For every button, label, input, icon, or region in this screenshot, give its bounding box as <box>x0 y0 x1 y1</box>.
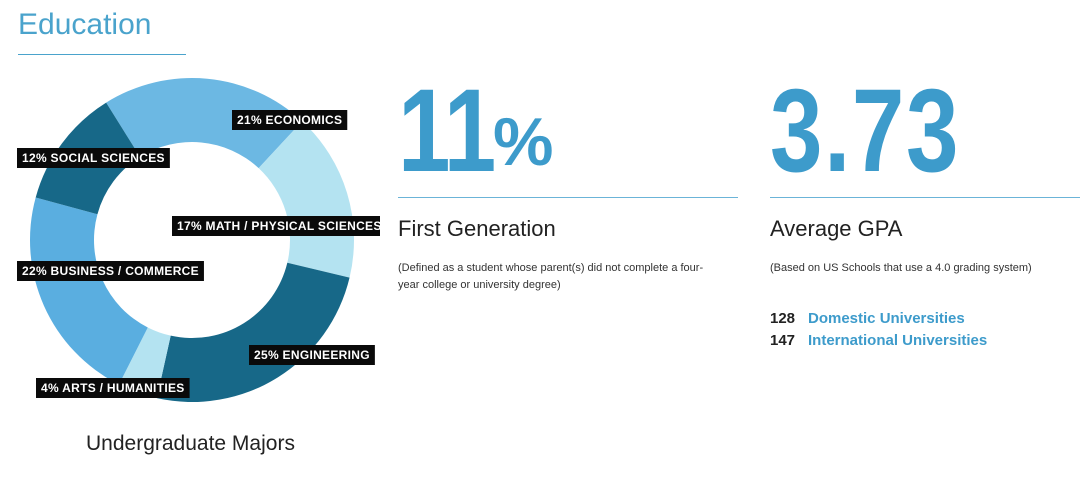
first-generation-note-line2: year college or university degree) <box>398 279 561 292</box>
slice-label-1: 21% ECONOMICS <box>232 110 348 130</box>
first-generation-percent-value: 11 <box>398 65 496 197</box>
first-generation-note-line1: (Defined as a student whose parent(s) di… <box>398 262 704 274</box>
slice-label-box-4 <box>36 378 190 398</box>
slice-label-box-5 <box>17 261 204 281</box>
first-generation-note: (Defined as a student whose parent(s) di… <box>398 260 738 294</box>
slice-label-2: 17% MATH / PHYSICAL SCIENCES <box>172 216 380 236</box>
slice-label-text-6: 12% SOCIAL SCIENCES <box>22 151 165 165</box>
international-universities-link[interactable]: International Universities <box>808 332 988 349</box>
chart-caption: Undergraduate Majors <box>86 432 295 455</box>
slice-label-text-1: 21% ECONOMICS <box>237 113 342 127</box>
domestic-universities-row: 128 Domestic Universities <box>770 310 965 327</box>
slice-label-3: 25% ENGINEERING <box>249 345 375 365</box>
average-gpa-note: (Based on US Schools that use a 4.0 grad… <box>770 262 1032 274</box>
slice-label-text-4: 4% ARTS / HUMANITIES <box>41 381 185 395</box>
slice-label-box-1 <box>232 110 348 130</box>
slice-label-6: 12% SOCIAL SCIENCES <box>17 148 170 168</box>
domestic-universities-link[interactable]: Domestic Universities <box>808 310 965 327</box>
slice-label-4: 4% ARTS / HUMANITIES <box>36 378 190 398</box>
section-title-underline <box>18 54 186 55</box>
slice-label-text-2: 17% MATH / PHYSICAL SCIENCES <box>177 219 380 233</box>
first-generation-divider <box>398 197 738 198</box>
slice-label-5: 22% BUSINESS / COMMERCE <box>17 261 204 281</box>
international-universities-count: 147 <box>770 332 796 349</box>
first-generation-heading: First Generation <box>398 216 556 241</box>
donut-slice-1 <box>106 78 303 169</box>
slice-label-text-3: 25% ENGINEERING <box>254 348 370 362</box>
percent-sign: % <box>493 104 554 180</box>
donut-slice-3 <box>156 262 350 402</box>
slice-label-box-2 <box>172 216 380 236</box>
international-universities-row: 147 International Universities <box>770 332 987 349</box>
average-gpa-stat: 3.73 <box>770 72 1008 190</box>
first-generation-stat: 11% <box>398 65 553 197</box>
domestic-universities-count: 128 <box>770 310 796 327</box>
slice-label-text-5: 22% BUSINESS / COMMERCE <box>22 264 199 278</box>
average-gpa-divider <box>770 197 1080 198</box>
undergraduate-majors-donut-chart: 21% ECONOMICS 17% MATH / PHYSICAL SCIENCE… <box>17 78 380 402</box>
donut-slice-2 <box>258 121 354 278</box>
average-gpa-heading: Average GPA <box>770 216 903 241</box>
section-title: Education <box>18 8 152 41</box>
slice-label-box-6 <box>17 148 170 168</box>
average-gpa-value: 3.73 <box>770 65 961 197</box>
donut-slice-5 <box>30 197 148 385</box>
slice-label-box-3 <box>249 345 375 365</box>
